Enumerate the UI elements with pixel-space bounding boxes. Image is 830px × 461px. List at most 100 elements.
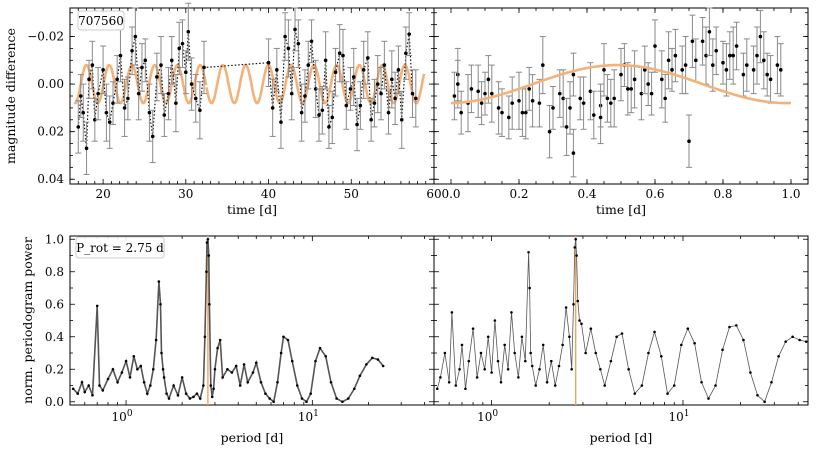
periodogram-point (165, 392, 168, 395)
periodogram-point (91, 393, 94, 397)
periodogram-point (777, 354, 780, 358)
data-point (568, 106, 572, 110)
data-point (361, 68, 366, 72)
periodogram-point (246, 380, 250, 384)
periodogram-point (142, 380, 146, 384)
data-point (571, 72, 576, 77)
data-point (609, 101, 613, 105)
periodogram-point (493, 319, 497, 322)
data-point (680, 68, 684, 72)
axes-frame (433, 235, 809, 406)
periodogram-point (580, 322, 583, 326)
data-point (758, 34, 763, 39)
model-curve (450, 63, 791, 105)
data-point (728, 53, 732, 58)
periodogram-point (352, 387, 356, 391)
x-tick-label: 0.2 (509, 187, 528, 201)
data-point (317, 113, 321, 117)
periodogram-point (666, 392, 669, 395)
periodogram-point (594, 351, 598, 355)
data-point (96, 91, 100, 96)
periodogram-point (576, 299, 580, 303)
periodogram-point (76, 392, 80, 395)
data-point (396, 68, 401, 72)
data-point (741, 72, 746, 77)
data-point (670, 68, 674, 72)
y-tick-label: 0.04 (37, 172, 64, 186)
periodogram-point (157, 280, 161, 283)
periodogram-point (172, 384, 175, 387)
data-point (476, 89, 481, 94)
data-point (768, 77, 773, 82)
periodogram-point (791, 335, 794, 339)
periodogram-point (286, 338, 290, 342)
data-point (612, 96, 616, 101)
periodogram-point (205, 270, 208, 274)
data-point (81, 110, 86, 115)
data-point (779, 68, 783, 72)
periodogram-point (572, 302, 575, 306)
periodogram-point (120, 371, 124, 374)
periodogram-point (680, 343, 683, 347)
periodogram-point (609, 359, 613, 363)
periodogram-point (517, 376, 520, 379)
periodogram-point (71, 387, 75, 391)
data-point (456, 82, 460, 86)
x-axis-label: period [d] (221, 430, 284, 445)
periodogram-point (154, 338, 158, 342)
x-tick-exponent: 1 (313, 409, 319, 419)
x-tick-label: 100 (112, 409, 133, 424)
periodogram-point (561, 343, 564, 347)
data-point (673, 53, 678, 58)
data-point (136, 91, 141, 96)
data-point (133, 34, 138, 39)
data-point (639, 91, 644, 96)
data-point (588, 89, 593, 94)
periodogram-point (203, 335, 207, 339)
data-point (76, 125, 81, 129)
x-tick-label: 0.6 (645, 187, 664, 201)
data-point (414, 96, 418, 101)
periodogram-line (72, 239, 384, 404)
data-point (530, 98, 535, 103)
data-point (283, 34, 287, 39)
x-tick-label: 60 (426, 187, 441, 201)
y-tick-label: 0.02 (37, 125, 64, 139)
periodogram-point (541, 343, 545, 347)
periodogram-point (195, 392, 199, 395)
y-tick-label: 0.4 (45, 330, 64, 344)
data-point (309, 39, 314, 44)
x-tick-label: 30 (178, 187, 193, 201)
data-point (393, 96, 397, 101)
data-point (369, 117, 373, 122)
periodogram-point (83, 390, 87, 394)
periodogram-point (568, 335, 571, 339)
data-point (286, 46, 291, 51)
data-point (147, 110, 152, 115)
periodogram-point (272, 400, 275, 404)
data-point (270, 106, 275, 110)
periodogram-point (549, 359, 553, 363)
periodogram-point (553, 384, 557, 387)
data-point (711, 63, 715, 67)
data-point (765, 72, 769, 77)
periodogram-point (653, 330, 656, 334)
data-point (337, 51, 342, 55)
periodogram-point (443, 351, 447, 355)
periodogram-point (564, 306, 568, 309)
periodogram-point (206, 237, 210, 241)
data-point (561, 96, 565, 101)
periodogram-point (458, 367, 461, 371)
data-point (558, 91, 562, 96)
periodogram-point (341, 400, 344, 404)
periodogram-point (479, 351, 483, 355)
data-point (724, 68, 729, 72)
data-point (323, 58, 328, 63)
periodogram-point (205, 241, 209, 244)
periodogram-point (124, 359, 128, 363)
data-point (507, 115, 511, 120)
periodogram-point (545, 380, 549, 384)
periodogram-point (763, 400, 766, 404)
periodogram-point (633, 392, 637, 395)
periodogram-point (435, 387, 439, 391)
